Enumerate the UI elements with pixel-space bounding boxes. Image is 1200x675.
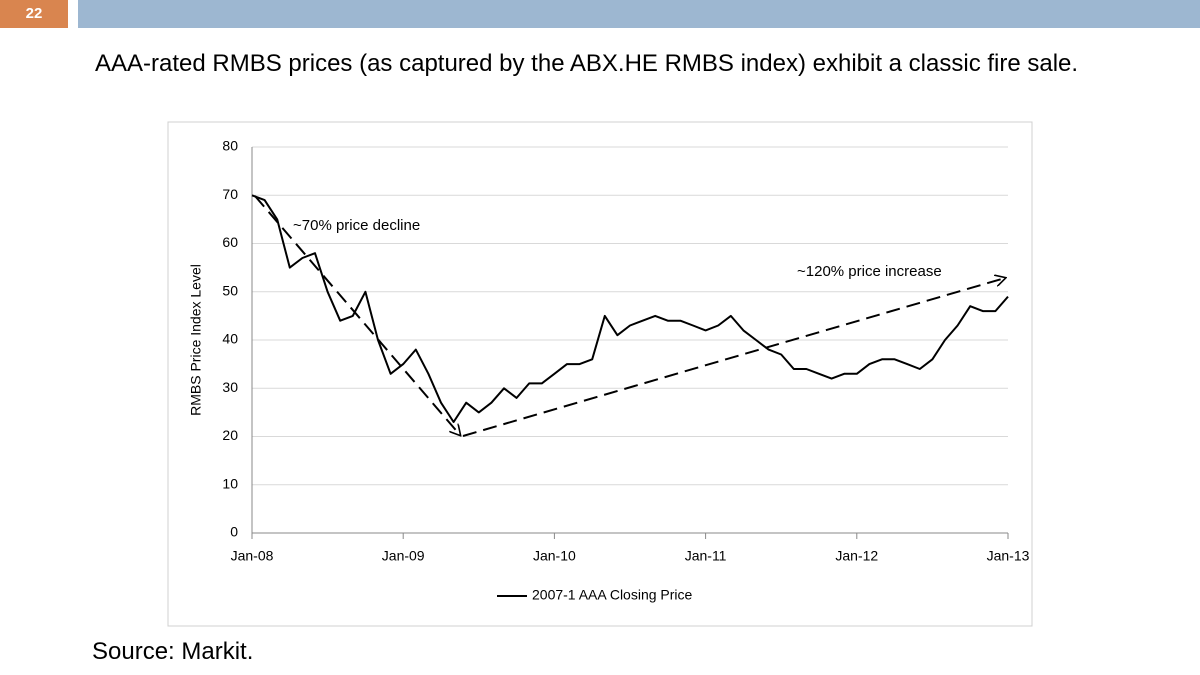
y-tick-label: 60 bbox=[222, 234, 238, 250]
slide-number: 22 bbox=[0, 0, 68, 28]
x-tick-label: Jan-13 bbox=[987, 548, 1030, 564]
y-tick-label: 40 bbox=[222, 331, 238, 347]
source-note: Source: Markit. bbox=[92, 638, 254, 665]
annotation: ~70% price decline bbox=[293, 217, 420, 234]
chart-frame bbox=[167, 121, 1033, 627]
y-tick-label: 10 bbox=[222, 475, 238, 491]
y-tick-label: 80 bbox=[222, 138, 238, 154]
legend-label: 2007-1 AAA Closing Price bbox=[532, 587, 693, 603]
y-tick-label: 0 bbox=[230, 524, 238, 540]
y-tick-label: 50 bbox=[222, 282, 238, 298]
x-tick-label: Jan-08 bbox=[231, 548, 274, 564]
decline-arrow bbox=[254, 195, 460, 435]
slide-heading: AAA-rated RMBS prices (as captured by th… bbox=[95, 50, 1079, 77]
y-tick-label: 20 bbox=[222, 427, 238, 443]
increase-arrow bbox=[462, 278, 1005, 437]
x-tick-label: Jan-09 bbox=[382, 548, 425, 564]
y-tick-label: 70 bbox=[222, 186, 238, 202]
x-tick-label: Jan-10 bbox=[533, 548, 576, 564]
y-tick-label: 30 bbox=[222, 379, 238, 395]
x-tick-label: Jan-12 bbox=[835, 548, 878, 564]
x-tick-label: Jan-11 bbox=[685, 548, 727, 564]
annotation: ~120% price increase bbox=[797, 263, 942, 280]
header-bar bbox=[78, 0, 1200, 28]
y-axis-title: RMBS Price Index Level bbox=[188, 264, 204, 416]
